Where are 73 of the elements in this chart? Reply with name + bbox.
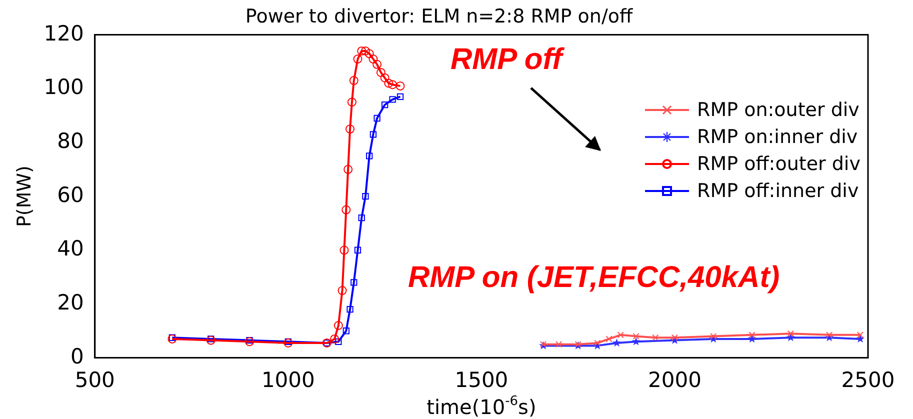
point xyxy=(340,246,349,255)
point xyxy=(617,332,624,338)
legend-label: RMP off:inner div xyxy=(697,178,859,204)
point xyxy=(389,96,396,103)
y-axis-title: P(MW) xyxy=(13,166,36,228)
point xyxy=(284,338,292,345)
y-tick-label: 20 xyxy=(57,290,84,314)
legend-label: RMP on:inner div xyxy=(697,124,858,150)
point xyxy=(168,334,176,341)
y-tick-label: 80 xyxy=(57,128,84,153)
point xyxy=(856,332,864,338)
point xyxy=(338,286,347,296)
point xyxy=(826,332,833,338)
point xyxy=(206,336,216,345)
point xyxy=(368,54,378,64)
point xyxy=(342,328,350,334)
point xyxy=(246,336,253,344)
y-tick-label: 120 xyxy=(44,21,84,46)
point xyxy=(346,306,354,313)
chart-title: Power to divertor: ELM n=2:8 RMP on/off xyxy=(245,5,634,28)
annotation: RMP off xyxy=(450,42,562,77)
point xyxy=(594,340,601,346)
point xyxy=(710,332,717,340)
x-tick-label: 500 xyxy=(74,368,115,392)
point xyxy=(396,93,404,100)
x-tick-label: 1000 xyxy=(261,368,315,392)
point xyxy=(245,337,254,346)
point xyxy=(374,114,380,122)
point xyxy=(284,338,293,348)
point xyxy=(381,101,388,108)
point xyxy=(357,46,366,56)
point xyxy=(671,334,678,341)
point xyxy=(346,124,355,134)
point xyxy=(334,321,343,330)
y-tick-label: 0 xyxy=(70,344,84,368)
point xyxy=(380,73,390,82)
point xyxy=(652,334,659,341)
y-tick-label: 60 xyxy=(57,182,84,207)
point xyxy=(347,98,356,107)
point xyxy=(632,332,640,340)
point xyxy=(370,131,377,138)
point xyxy=(350,279,358,286)
point xyxy=(606,336,612,342)
point xyxy=(364,49,374,58)
legend-label: RMP off:outer div xyxy=(697,152,860,177)
point xyxy=(376,68,386,77)
point xyxy=(360,46,370,56)
point xyxy=(358,214,365,222)
point xyxy=(208,336,214,342)
point xyxy=(330,334,340,344)
annotation: RMP on (JET,EFCC,40kAt) xyxy=(408,260,780,295)
point xyxy=(344,164,353,174)
point xyxy=(342,205,351,214)
point xyxy=(335,338,342,345)
x-tick-label: 2500 xyxy=(841,368,895,392)
point xyxy=(349,76,358,86)
y-tick-label: 40 xyxy=(57,236,84,261)
legend-label: RMP on:outer div xyxy=(697,98,860,123)
point xyxy=(384,78,394,88)
y-tick-label: 100 xyxy=(44,75,84,100)
point xyxy=(362,192,369,200)
point xyxy=(388,80,398,90)
x-tick-label: 1500 xyxy=(454,368,508,392)
point xyxy=(372,60,382,69)
point xyxy=(787,330,794,337)
point xyxy=(396,81,405,90)
point xyxy=(748,332,756,338)
point xyxy=(354,246,362,254)
point xyxy=(353,54,362,64)
point xyxy=(168,334,177,344)
point xyxy=(555,341,562,348)
point xyxy=(366,152,373,160)
x-tick-label: 2000 xyxy=(648,368,702,392)
